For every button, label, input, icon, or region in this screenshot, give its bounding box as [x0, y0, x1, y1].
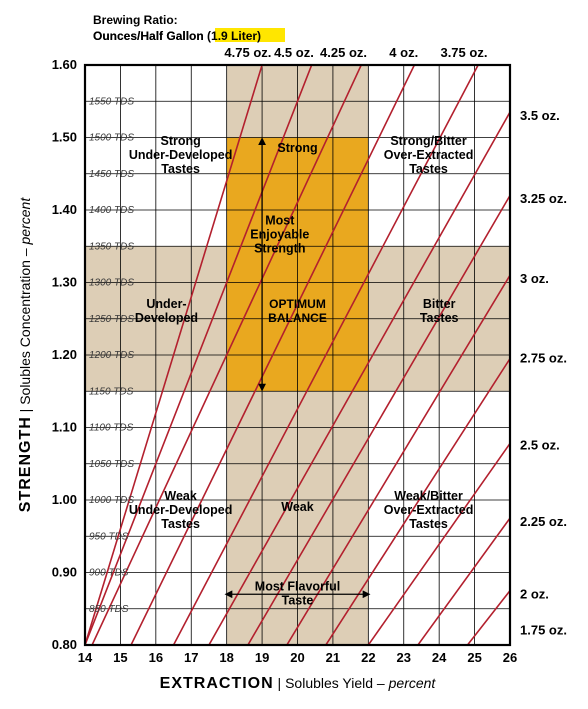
x-tick-label: 25 — [467, 650, 481, 665]
oz-top-label: 4.25 oz. — [320, 45, 367, 60]
header-line-2b: Ounces/Half Gallon (1.9 Liter) — [93, 29, 261, 43]
zone-label: Strong/BitterOver-ExtractedTastes — [384, 134, 474, 176]
x-tick-label: 17 — [184, 650, 198, 665]
tds-label: 1450 TDS — [89, 169, 134, 180]
x-tick-label: 15 — [113, 650, 127, 665]
x-tick-label: 22 — [361, 650, 375, 665]
y-tick-label: 1.60 — [52, 57, 77, 72]
tds-label: 1000 TDS — [89, 495, 134, 506]
tds-label: 1400 TDS — [89, 205, 134, 216]
zone-label: Weak — [281, 500, 313, 514]
brewing-control-chart: 14 15 16 17 18 19 20 21 22 23 24 25 26 0.80 0.90 1.00 1.… — [0, 0, 588, 709]
y-tick-label: 1.40 — [52, 202, 77, 217]
oz-top-label: 4 oz. — [389, 45, 418, 60]
y-axis-title: STRENGTH | Solubles Concentration – perc… — [17, 197, 34, 513]
zone-label: StrongUnder-DevelopedTastes — [129, 134, 233, 176]
x-tick-label: 21 — [326, 650, 340, 665]
y-tick-label: 0.90 — [52, 565, 77, 580]
x-tick-label: 18 — [219, 650, 233, 665]
x-tick-label: 26 — [503, 650, 517, 665]
tds-label: 950 TDS — [89, 531, 129, 542]
y-tick-label: 1.10 — [52, 420, 77, 435]
x-tick-label: 20 — [290, 650, 304, 665]
zone-label: Strong — [277, 141, 317, 155]
tds-label: 900 TDS — [89, 568, 129, 579]
tds-label: 1250 TDS — [89, 314, 134, 325]
tds-label: 1150 TDS — [89, 386, 134, 397]
oz-right-label: 1.75 oz. — [520, 623, 567, 638]
header-line-1: Brewing Ratio: — [93, 13, 178, 27]
x-tick-label: 14 — [78, 650, 93, 665]
y-tick-label: 1.30 — [52, 275, 77, 290]
oz-right-label: 2 oz. — [520, 586, 549, 601]
x-tick-label: 19 — [255, 650, 269, 665]
x-tick-label: 16 — [149, 650, 163, 665]
oz-top-label: 4.5 oz. — [274, 45, 314, 60]
y-tick-label: 1.20 — [52, 347, 77, 362]
oz-right-label: 3 oz. — [520, 271, 549, 286]
x-axis-title: EXTRACTION | Solubles Yield – percent — [160, 675, 437, 692]
oz-right-label: 2.5 oz. — [520, 438, 560, 453]
oz-right-label: 3.5 oz. — [520, 108, 560, 123]
oz-top-label: 3.75 oz. — [440, 45, 487, 60]
y-tick-label: 0.80 — [52, 637, 77, 652]
zone-label: OPTIMUMBALANCE — [268, 297, 327, 325]
tds-label: 1500 TDS — [89, 133, 134, 144]
oz-right-label: 2.25 oz. — [520, 514, 567, 529]
tds-label: 850 TDS — [89, 604, 129, 615]
tds-label: 1550 TDS — [89, 96, 134, 107]
y-tick-label: 1.50 — [52, 130, 77, 145]
tds-label: 1350 TDS — [89, 241, 134, 252]
zone-label: WeakUnder-DevelopedTastes — [129, 489, 233, 531]
tds-label: 1300 TDS — [89, 278, 134, 289]
tds-label: 1100 TDS — [89, 423, 134, 434]
zone-label: Weak/BitterOver-ExtractedTastes — [384, 489, 474, 531]
y-tick-label: 1.00 — [52, 492, 77, 507]
oz-right-label: 3.25 oz. — [520, 191, 567, 206]
x-tick-label: 23 — [397, 650, 411, 665]
oz-right-label: 2.75 oz. — [520, 351, 567, 366]
x-tick-label: 24 — [432, 650, 447, 665]
tds-label: 1050 TDS — [89, 459, 134, 470]
tds-label: 1200 TDS — [89, 350, 134, 361]
oz-top-label: 4.75 oz. — [224, 45, 271, 60]
zone-label: BitterTastes — [420, 297, 459, 325]
